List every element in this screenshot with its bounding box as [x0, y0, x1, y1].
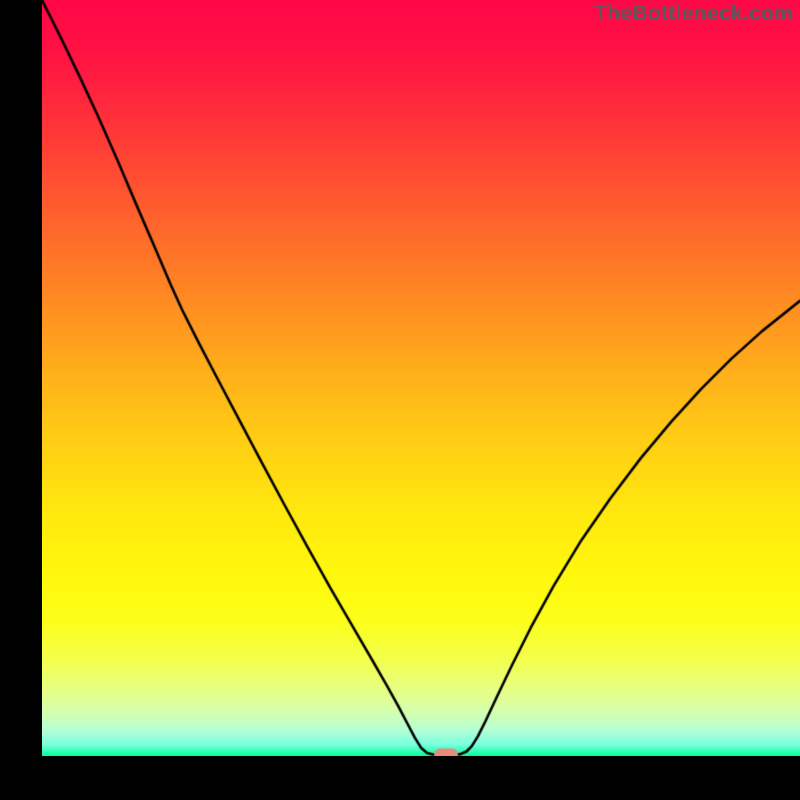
watermark: TheBottleneck.com [594, 2, 793, 26]
plot-canvas [42, 0, 800, 756]
bottleneck-plot [42, 0, 800, 756]
